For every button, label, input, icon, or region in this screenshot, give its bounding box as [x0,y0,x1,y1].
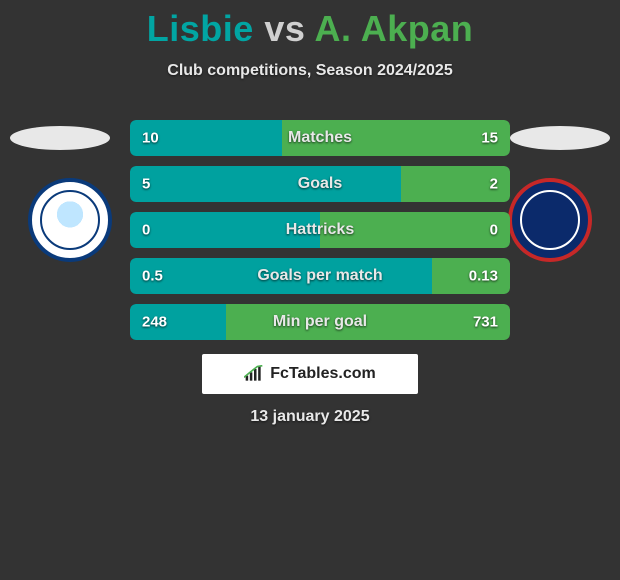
club-badge-right-inner [520,190,580,250]
stat-value-right: 0.13 [469,268,498,285]
player2-photo-placeholder [510,126,610,150]
comparison-title: Lisbie vs A. Akpan [0,0,620,50]
player1-photo-placeholder [10,126,110,150]
stat-value-right: 0 [490,222,498,239]
stat-row: Goals5 2 [130,166,510,202]
player1-name: Lisbie [147,8,254,49]
footer-logo-text: FcTables.com [270,365,376,383]
stat-value-left: 0.5 [142,268,163,285]
footer-logo: FcTables.com [202,354,418,394]
player2-name: A. Akpan [315,8,474,49]
vs-text: vs [264,8,305,49]
club-badge-left-inner [40,190,100,250]
subtitle: Club competitions, Season 2024/2025 [0,62,620,80]
stat-row: Hattricks0 0 [130,212,510,248]
stat-value-right: 2 [490,176,498,193]
stat-label: Min per goal [130,313,510,331]
chart-icon [244,365,264,383]
stat-row: Goals per match0.5 0.13 [130,258,510,294]
stat-value-right: 731 [473,314,498,331]
stats-bars: Matches10 15 Goals5 2 Hattricks0 0 Goals per m… [130,120,510,350]
date-text: 13 january 2025 [0,408,620,426]
stat-value-left: 10 [142,130,159,147]
stat-row: Min per goal248 731 [130,304,510,340]
stat-row: Matches10 15 [130,120,510,156]
stat-value-right: 15 [481,130,498,147]
club-badge-left [28,178,112,262]
stat-label: Goals [130,175,510,193]
stat-label: Hattricks [130,221,510,239]
stat-value-left: 248 [142,314,167,331]
stat-value-left: 0 [142,222,150,239]
stat-value-left: 5 [142,176,150,193]
club-badge-right [508,178,592,262]
stat-label: Matches [130,129,510,147]
stat-label: Goals per match [130,267,510,285]
